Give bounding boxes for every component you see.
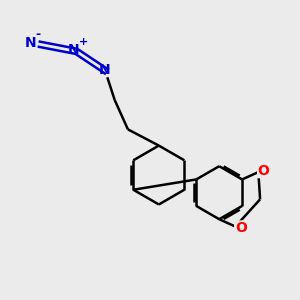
Text: -: -	[35, 28, 41, 41]
Text: N: N	[68, 43, 79, 57]
Text: +: +	[79, 37, 88, 47]
Text: N: N	[98, 64, 110, 77]
Text: O: O	[235, 221, 247, 235]
Text: O: O	[258, 164, 270, 178]
Text: N: N	[25, 35, 37, 50]
